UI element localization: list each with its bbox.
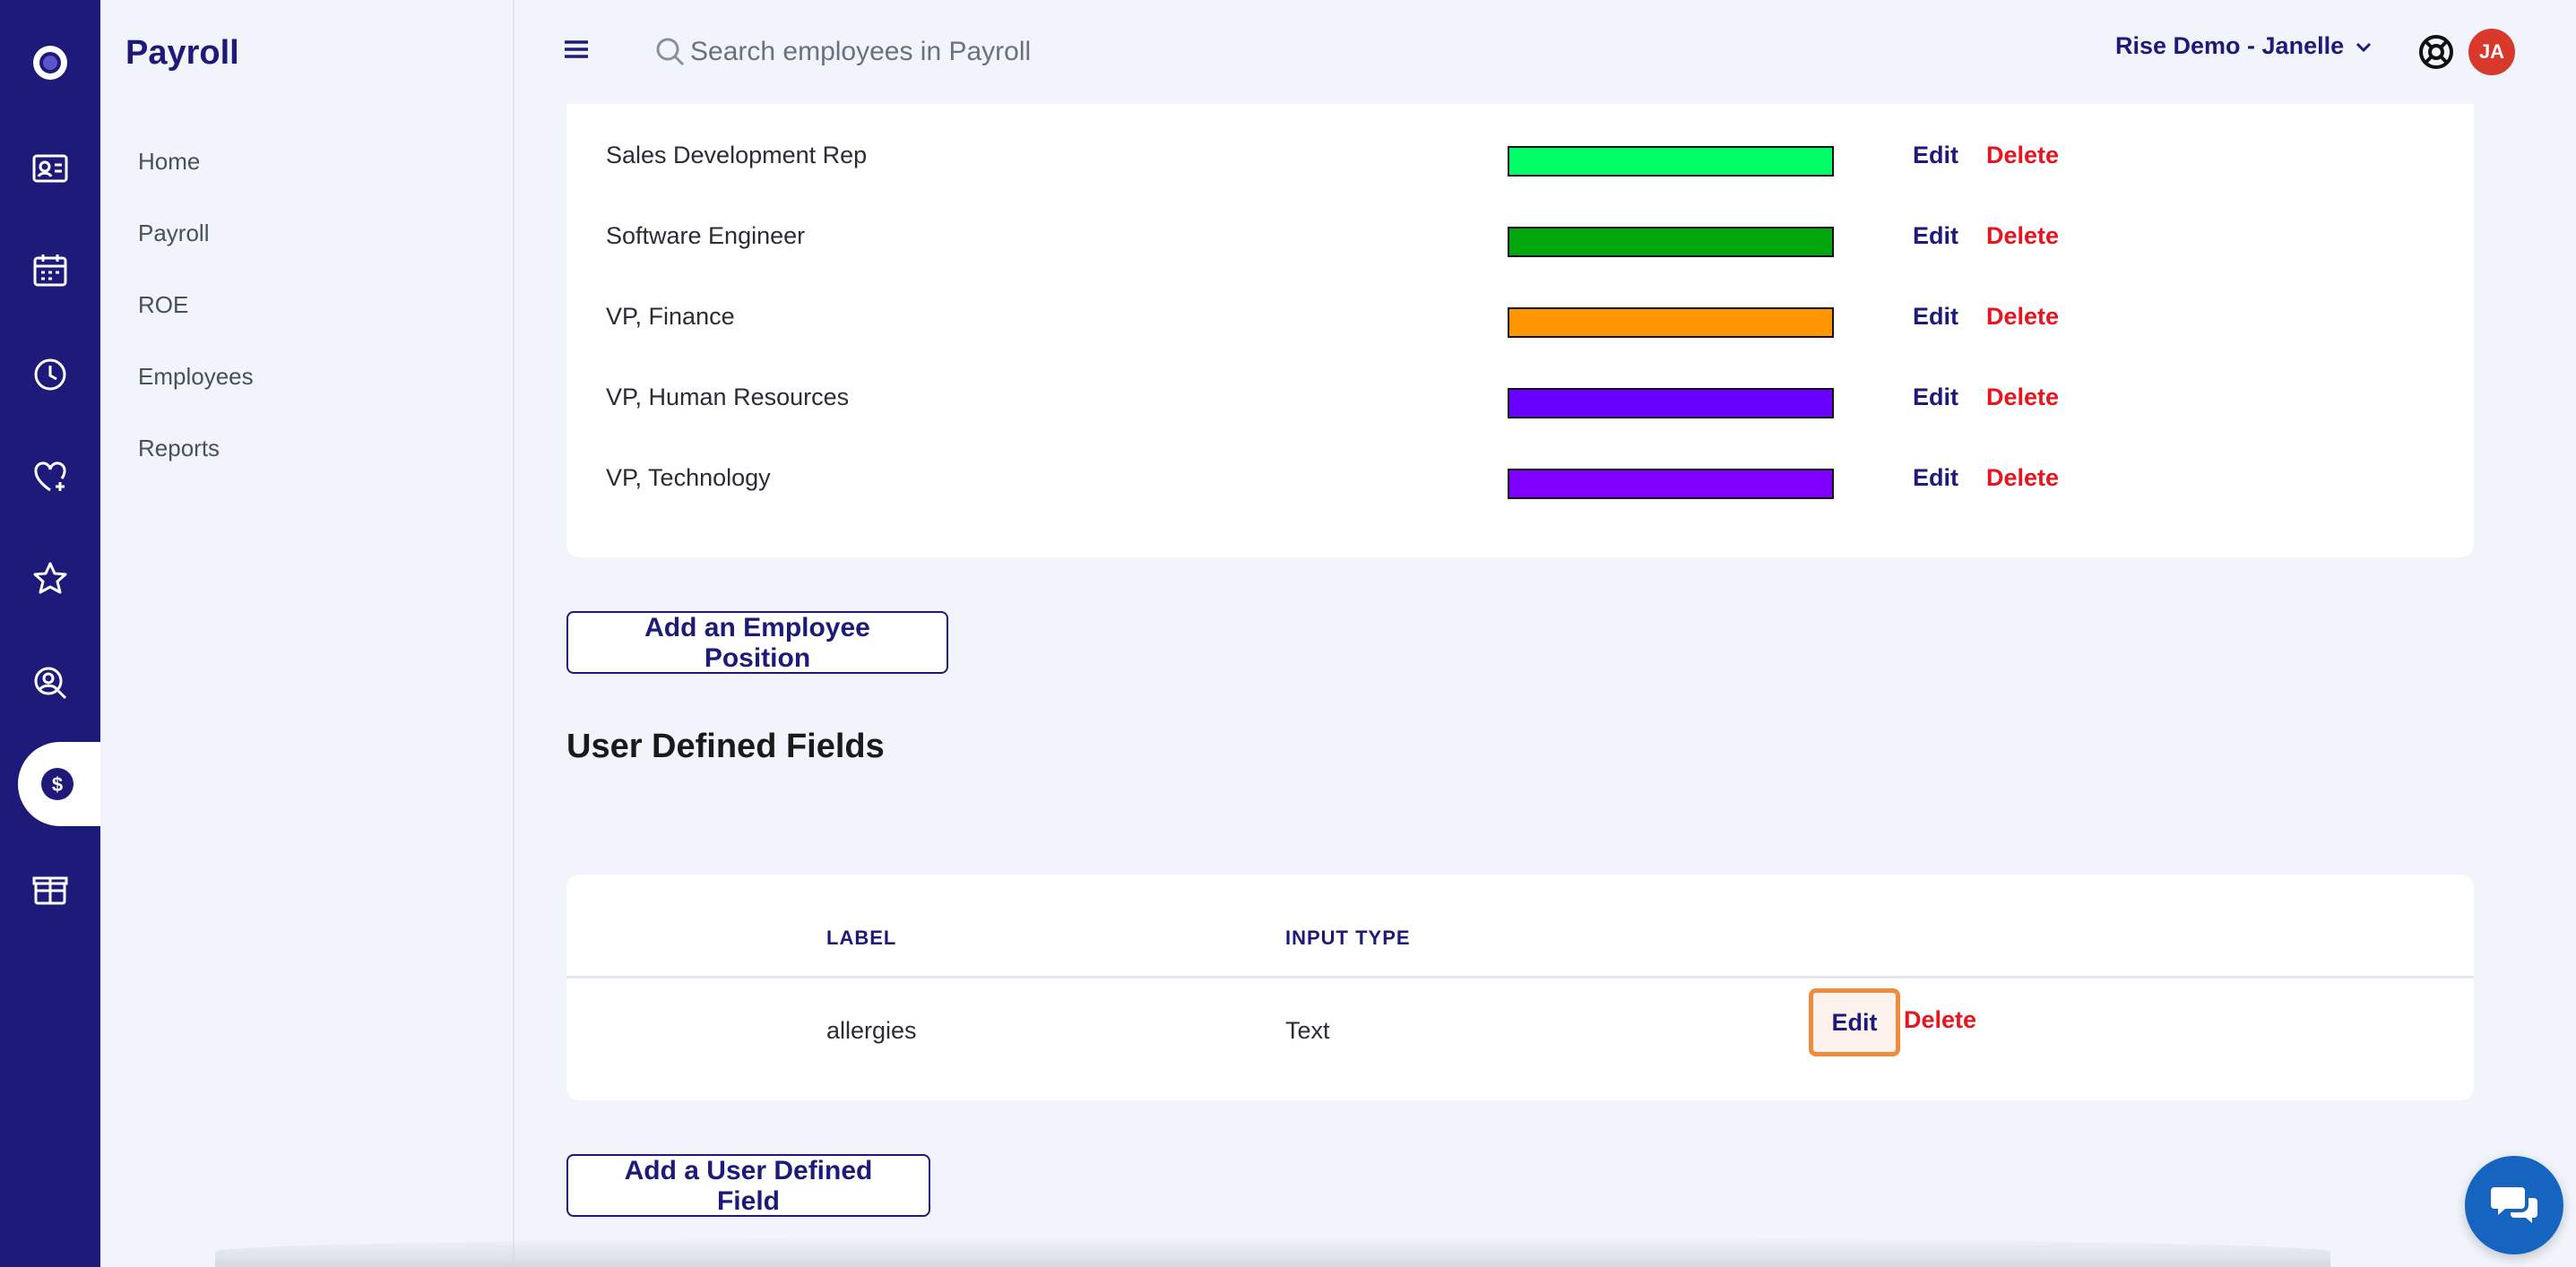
svg-text:$: $ — [52, 773, 63, 796]
calendar-icon[interactable] — [0, 228, 100, 314]
position-row: VP, Technology Edit Delete — [606, 455, 2399, 509]
position-row: Sales Development Rep Edit Delete — [606, 133, 2399, 186]
avatar[interactable]: JA — [2468, 29, 2515, 75]
position-color-swatch — [1508, 307, 1834, 338]
delete-position-button[interactable]: Delete — [1986, 464, 2060, 491]
search-person-icon[interactable] — [0, 640, 100, 726]
add-user-defined-field-button[interactable]: Add a User Defined Field — [566, 1154, 930, 1217]
top-bar: Rise Demo - Janelle JA — [514, 0, 2576, 104]
edit-position-button[interactable]: Edit — [1913, 222, 1958, 249]
search-input[interactable] — [690, 27, 1318, 77]
edit-field-button[interactable]: Edit — [1809, 988, 1900, 1056]
edit-position-button[interactable]: Edit — [1913, 464, 1958, 491]
delete-position-button[interactable]: Delete — [1986, 303, 2060, 330]
delete-field-button[interactable]: Delete — [1904, 1006, 1977, 1033]
table-header: LABEL INPUT TYPE — [566, 875, 2474, 978]
position-name: VP, Human Resources — [606, 384, 850, 410]
dollar-icon: $ — [41, 768, 73, 800]
add-employee-position-button[interactable]: Add an Employee Position — [566, 611, 948, 674]
section-title: Payroll — [125, 34, 239, 72]
position-name: VP, Technology — [606, 464, 771, 491]
rail-active-tab[interactable]: $ — [18, 742, 104, 826]
position-name: Sales Development Rep — [606, 142, 868, 168]
edit-position-button[interactable]: Edit — [1913, 303, 1958, 330]
udf-label-cell: allergies — [826, 1017, 917, 1044]
sidebar-item-home[interactable]: Home — [138, 148, 201, 175]
logo-icon[interactable] — [0, 20, 100, 106]
position-name: Software Engineer — [606, 222, 806, 249]
udf-input-type-cell: Text — [1285, 1017, 1330, 1044]
delete-position-button[interactable]: Delete — [1986, 384, 2060, 410]
user-defined-fields-heading: User Defined Fields — [566, 728, 885, 765]
search-icon — [656, 38, 685, 66]
position-row: Software Engineer Edit Delete — [606, 213, 2399, 267]
column-header-input-type: INPUT TYPE — [1285, 927, 1411, 949]
chat-support-button[interactable] — [2465, 1156, 2563, 1254]
position-row: VP, Finance Edit Delete — [606, 294, 2399, 348]
sidebar-item-payroll[interactable]: Payroll — [138, 220, 210, 246]
clock-icon[interactable] — [0, 332, 100, 418]
table-row: allergies Text — [566, 981, 2474, 1100]
account-switcher[interactable]: Rise Demo - Janelle — [2115, 32, 2374, 60]
employee-positions-card: Sales Development Rep Edit Delete Softwa… — [566, 104, 2474, 557]
chevron-down-icon — [2356, 42, 2372, 52]
gift-box-icon[interactable] — [0, 846, 100, 932]
delete-position-button[interactable]: Delete — [1986, 142, 2060, 168]
secondary-sidebar: Payroll Home Payroll ROE Employees Repor… — [100, 0, 514, 1267]
edit-position-button[interactable]: Edit — [1913, 142, 1958, 168]
position-color-swatch — [1508, 227, 1834, 257]
user-defined-fields-table: LABEL INPUT TYPE allergies Text Edit Del… — [566, 875, 2474, 1100]
bottom-shadow — [215, 1237, 2330, 1267]
edit-position-button[interactable]: Edit — [1913, 384, 1958, 410]
sidebar-item-employees[interactable]: Employees — [138, 363, 254, 390]
column-header-label: LABEL — [826, 927, 897, 949]
delete-position-button[interactable]: Delete — [1986, 222, 2060, 249]
position-name: VP, Finance — [606, 303, 735, 330]
contact-card-icon[interactable] — [0, 125, 100, 211]
account-label: Rise Demo - Janelle — [2115, 32, 2345, 59]
position-color-swatch — [1508, 388, 1834, 418]
app-rail: $ — [0, 0, 104, 1267]
sidebar-nav: Home Payroll ROE Employees Reports — [138, 143, 254, 502]
help-lifebuoy-icon[interactable] — [2416, 32, 2456, 72]
chat-bubble-icon — [2491, 1187, 2537, 1223]
heart-icon[interactable] — [0, 434, 100, 520]
sidebar-item-reports[interactable]: Reports — [138, 435, 220, 461]
position-color-swatch — [1508, 146, 1834, 177]
position-row: VP, Human Resources Edit Delete — [606, 375, 2399, 428]
star-icon[interactable] — [0, 536, 100, 622]
position-color-swatch — [1508, 469, 1834, 499]
sidebar-item-roe[interactable]: ROE — [138, 291, 189, 318]
hamburger-menu-icon[interactable] — [561, 34, 592, 65]
